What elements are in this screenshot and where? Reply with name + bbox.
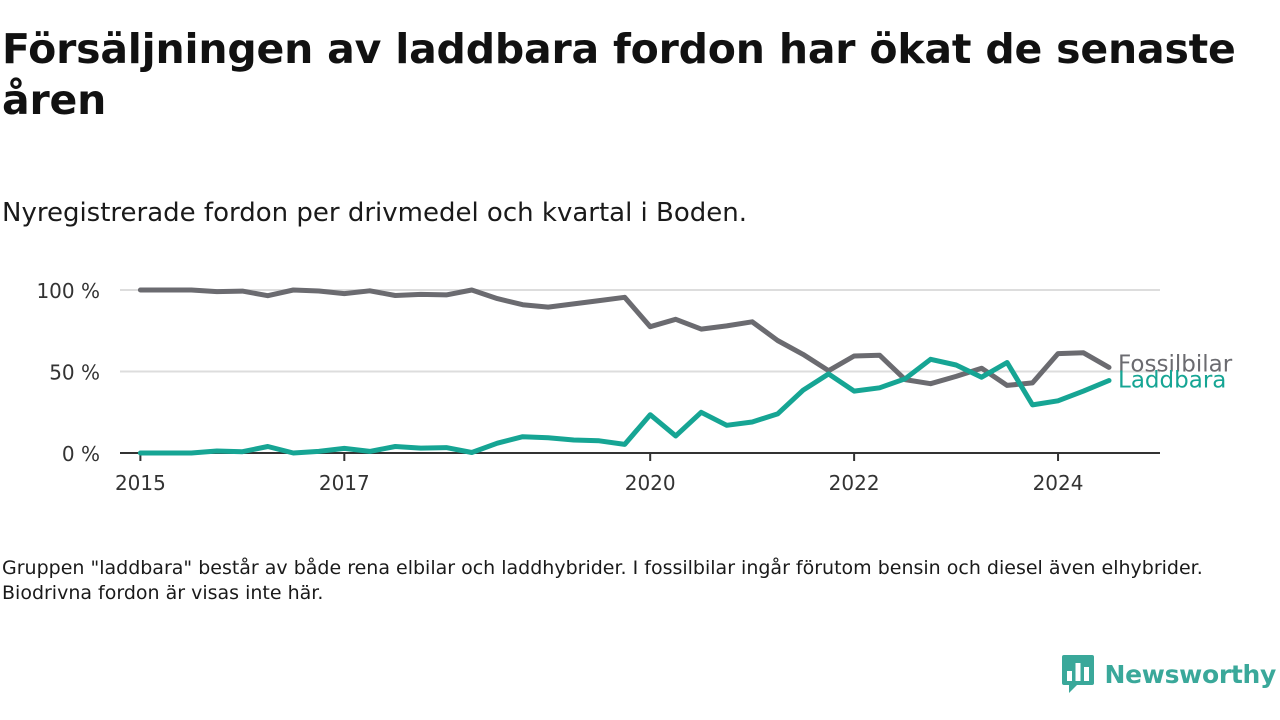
series-line-fossilbilar [137, 287, 1112, 388]
y-axis-ticks: 0 % 50 % 100 % [36, 279, 100, 466]
grid-lines [120, 289, 1160, 373]
x-tick-label: 2015 [115, 471, 166, 495]
y-tick-label: 0 % [62, 442, 100, 466]
chart-title: Försäljningen av laddbara fordon har öka… [2, 25, 1236, 124]
bar-chart-speech-icon [1061, 655, 1094, 693]
x-tick-label: 2017 [319, 471, 370, 495]
chart-subtitle: Nyregistrerade fordon per drivmedel och … [2, 198, 748, 228]
series-label-laddbara: Laddbara [1118, 367, 1226, 393]
y-tick-label: 50 % [49, 361, 100, 385]
y-tick-label: 100 % [36, 279, 100, 303]
x-axis-ticks: 2015 2017 2020 2022 2024 [115, 453, 1084, 495]
footnote: Gruppen "laddbara" består av både rena e… [2, 557, 1203, 604]
newsworthy-logo[interactable]: Newsworthy [1061, 654, 1277, 694]
brand-name: Newsworthy [1104, 659, 1277, 689]
line-chart: 0 % 50 % 100 % 2015 2017 2020 2022 2024 Fossil… [36, 279, 1233, 495]
x-tick-label: 2020 [625, 471, 676, 495]
x-tick-label: 2024 [1033, 471, 1084, 495]
series-label-fossilbilar: Fossilbilar [1118, 351, 1233, 377]
series-line-laddbara [137, 356, 1112, 456]
series-lines [137, 287, 1112, 456]
x-tick-label: 2022 [829, 471, 880, 495]
